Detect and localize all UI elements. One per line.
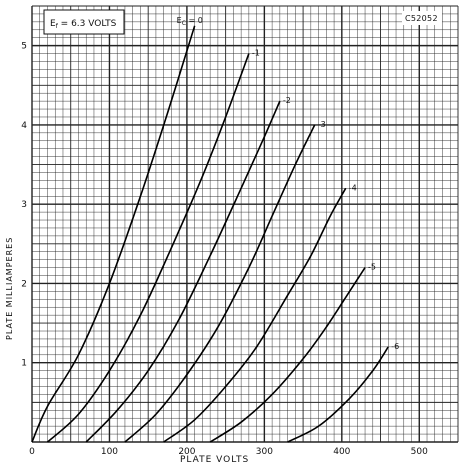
y-tick-label: 5 bbox=[21, 42, 27, 52]
x-tick-label: 400 bbox=[333, 447, 350, 457]
curve-ec-2 bbox=[85, 100, 281, 443]
curve-labels: EC = 0 -1 -2 -3 -4 -5 -6 bbox=[177, 16, 400, 351]
heater-note-rest: = 6.3 VOLTS bbox=[58, 19, 117, 29]
y-tick-label: 3 bbox=[21, 200, 27, 210]
catalog-code: C52052 bbox=[405, 14, 438, 23]
heater-note-box bbox=[43, 9, 125, 35]
heater-note-sub: f bbox=[56, 23, 59, 30]
x-tick-label: 200 bbox=[178, 447, 195, 457]
chart-curves bbox=[31, 25, 389, 443]
x-tick-label: 500 bbox=[411, 447, 428, 457]
axis-tick-labels: 0 100 200 300 400 500 1 2 3 4 5 bbox=[21, 42, 428, 457]
heater-note-symbol: E bbox=[50, 19, 56, 29]
y-tick-label: 1 bbox=[21, 359, 27, 369]
heater-note: Ef = 6.3 VOLTS bbox=[50, 19, 117, 30]
curve-ec-4 bbox=[163, 187, 347, 443]
curve-ec-0 bbox=[31, 25, 196, 443]
curve-ec-1 bbox=[46, 53, 250, 443]
y-tick-label: 4 bbox=[21, 121, 27, 131]
curve-label-5: -5 bbox=[368, 263, 376, 272]
y-axis-label: PLATE MILLIAMPERES bbox=[5, 237, 14, 340]
curve-ec-5 bbox=[209, 267, 366, 443]
x-tick-label: 0 bbox=[29, 447, 35, 457]
curve-label-1: -1 bbox=[252, 49, 260, 58]
curve-ec-3 bbox=[124, 124, 316, 443]
curve-label-2: -2 bbox=[283, 96, 291, 105]
y-tick-label: 2 bbox=[21, 279, 27, 289]
curve-label-0: EC = 0 bbox=[177, 16, 203, 27]
x-tick-label: 300 bbox=[256, 447, 273, 457]
chart-grid bbox=[31, 5, 459, 443]
x-tick-label: 100 bbox=[101, 447, 118, 457]
curve-ec-6 bbox=[287, 346, 389, 443]
curve-label-6: -6 bbox=[391, 342, 399, 351]
curve-label-4: -4 bbox=[349, 183, 357, 192]
x-axis-label: PLATE VOLTS bbox=[180, 455, 249, 465]
curve-label-3: -3 bbox=[318, 120, 326, 129]
catalog-code-box bbox=[402, 11, 442, 25]
